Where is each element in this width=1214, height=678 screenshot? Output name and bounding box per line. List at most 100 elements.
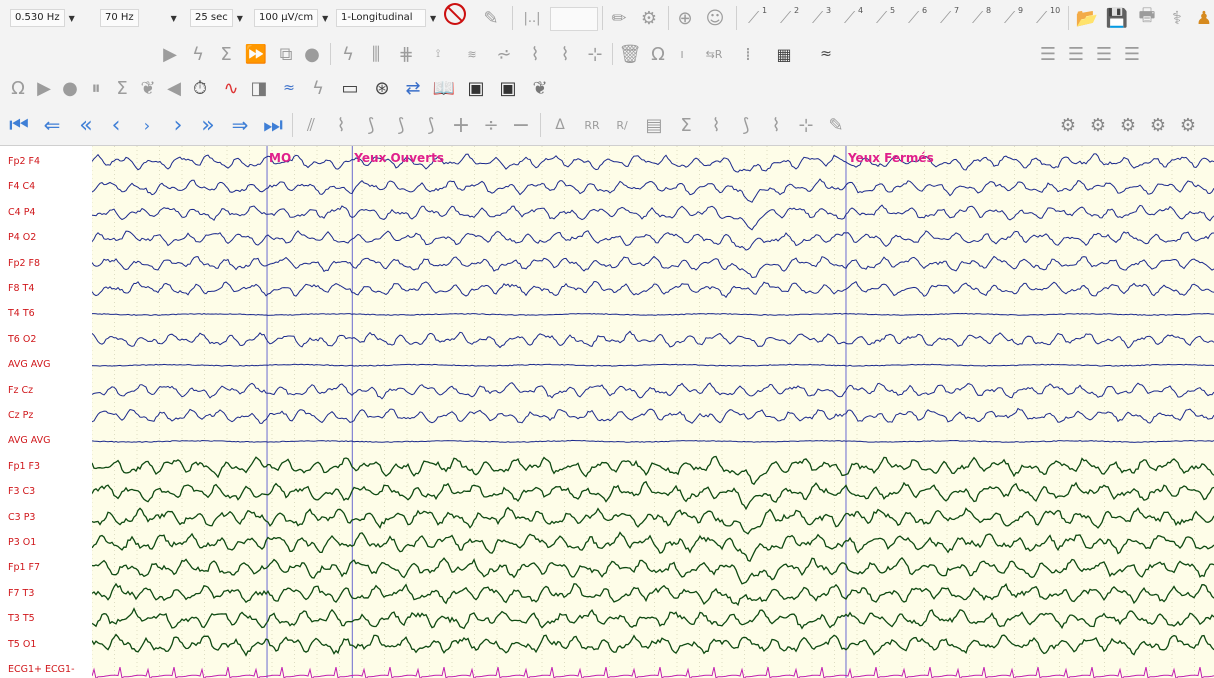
ohm-icon[interactable]: Ω [651,43,665,65]
signal-icon[interactable]: ∿ [223,77,239,99]
align-center-icon[interactable]: ☰ [1067,43,1085,65]
waveform-1-icon[interactable]: ⌇ [336,114,346,136]
burst-icon[interactable]: ⋕ [398,43,414,65]
delta-icon[interactable]: Δ [555,117,565,133]
waveform-3-icon[interactable]: ⟆ [397,114,405,136]
fp-compare-icon[interactable]: ⇄ [405,77,421,99]
sensitivity-select[interactable]: 100 µV/cm ▼ [254,8,328,28]
annotation-label[interactable]: Yeux Fermés [847,151,934,165]
forward-jump-icon[interactable]: ⇒ [231,113,249,137]
waveform-2-icon[interactable]: ⟆ [367,114,375,136]
head-icon[interactable]: ☺ [705,7,725,29]
montage-3-icon[interactable]: ⚙ [1119,114,1137,136]
edit-doc-icon[interactable]: ✎ [483,7,499,29]
rr-icon[interactable]: RR [584,118,600,132]
xray-2-icon[interactable]: ▣ [499,77,517,99]
slow-play-icon[interactable]: › [143,115,151,135]
grid-table-icon[interactable]: ▦ [776,44,792,64]
report-icon[interactable]: ▤ [645,114,663,136]
book-icon[interactable]: 📖 [432,77,456,99]
record-icon[interactable]: ● [304,43,320,65]
timebase-select[interactable]: 25 sec ▼ [190,8,243,28]
pencil-icon[interactable]: ✏ [611,7,627,29]
minus-icon[interactable]: − [511,112,531,138]
timer-icon[interactable]: ⏱ [192,77,208,99]
record-icon[interactable]: ● [62,77,78,99]
page-button-1[interactable]: ⟋ 1 [744,4,776,32]
brain-icon[interactable]: ❦ [140,77,156,99]
tools-icon[interactable]: ⚙ [640,7,658,29]
fp-wave-icon[interactable]: ≈ [283,80,295,96]
electrode-icon[interactable]: ⊕ [677,7,693,29]
plus-icon[interactable]: + [451,112,471,138]
sum-icon[interactable]: Σ [680,114,692,136]
play-icon[interactable]: ▶ [163,43,177,65]
pause-icon[interactable]: ⏸ [91,77,101,99]
trash-icon[interactable]: 🗑 [618,43,642,65]
annotation-label[interactable]: MO [269,151,292,165]
blank-field[interactable] [550,7,598,31]
fast-back-icon[interactable]: « [79,112,93,138]
montage-5-icon[interactable]: ⚙ [1179,114,1197,136]
annotation-label[interactable]: Yeux Ouverts [354,151,444,165]
amplifier-icon[interactable]: ▭ [341,77,359,99]
last-page-icon[interactable]: ⏭ [263,112,283,138]
waveform-7-icon[interactable]: ⌇ [771,114,781,136]
montage-4-icon[interactable]: ⚙ [1149,114,1167,136]
wave-measure-icon[interactable]: ≋ [467,47,477,61]
marker-red-icon[interactable]: ⁞ [745,43,751,65]
montage-1-icon[interactable]: ⚙ [1059,114,1077,136]
page-button-5[interactable]: ⟋ 5 [872,4,904,32]
page-button-10[interactable]: ⟋ 10 [1032,4,1064,32]
page-button-8[interactable]: ⟋ 8 [968,4,1000,32]
marker-icon[interactable]: |..| [523,10,541,26]
pulse-2-icon[interactable]: ⌇ [560,43,570,65]
device-icon[interactable]: ◨ [250,77,268,99]
page-button-3[interactable]: ⟋ 3 [808,4,840,32]
align-left-icon[interactable]: ☰ [1039,43,1057,65]
page-button-2[interactable]: ⟋ 2 [776,4,808,32]
fraction-icon[interactable]: ÷ [483,114,499,136]
vertical-marker-icon[interactable]: ⫽ [306,114,316,136]
r-ratio-icon[interactable]: R/ [616,118,628,132]
page-button-9[interactable]: ⟋ 9 [1000,4,1032,32]
waveform-5-icon[interactable]: ⌇ [711,114,721,136]
back-jump-icon[interactable]: ⇐ [43,113,61,137]
ohm-icon[interactable]: Ω [11,77,25,99]
first-page-icon[interactable]: ⏮ [9,112,29,138]
eeg-trace-area[interactable]: MO Yeux Ouverts Yeux Fermés [92,146,1214,678]
justify-icon[interactable]: ☰ [1123,43,1141,65]
page-button-6[interactable]: ⟋ 6 [904,4,936,32]
xray-icon[interactable]: ▣ [467,77,485,99]
spikes-icon[interactable]: ⫼ [371,43,381,65]
pulse-3-icon[interactable]: ⊹ [587,43,603,65]
save-icon[interactable]: 💾 [1105,7,1129,29]
lightning-icon[interactable]: ϟ [192,43,204,65]
artifact-icon[interactable]: ⩫ [496,43,512,65]
align-right-icon[interactable]: ☰ [1095,43,1113,65]
highfilter-select[interactable]: 70 Hz ▼ [100,8,177,28]
print-icon[interactable]: 🖶 [1138,5,1156,26]
electrode-grid-icon[interactable]: ⊛ [374,77,390,99]
waveform-8-icon[interactable]: ⊹ [798,114,814,136]
swap-icon[interactable]: ⇆R [705,47,723,61]
no-entry-icon[interactable]: 🛇 [442,0,468,29]
waveform-icon[interactable]: ≈ [820,46,832,62]
copy-icon[interactable]: ⧉ [279,43,293,65]
previous-icon[interactable]: ‹ [111,112,121,138]
fast-forward-icon[interactable]: » [201,112,215,138]
brain-2-icon[interactable]: ❦ [532,77,548,99]
page-button-7[interactable]: ⟋ 7 [936,4,968,32]
montage-2-icon[interactable]: ⚙ [1089,114,1107,136]
edit-icon[interactable]: ✎ [828,114,844,136]
thermometer-icon[interactable]: ı [680,47,684,61]
spike-icon[interactable]: ϟ [312,77,324,99]
page-button-4[interactable]: ⟋ 4 [840,4,872,32]
spike-icon[interactable]: ϟ [342,43,354,65]
amplitude-icon[interactable]: ⟟ [435,47,441,60]
user-icon[interactable]: ♟ [1195,7,1213,29]
waveform-6-icon[interactable]: ⟆ [742,114,750,136]
montage-select[interactable]: 1-Longitudinal ▼ [336,8,436,28]
lowfilter-select[interactable]: 0.530 Hz ▼ [10,8,75,28]
play-icon[interactable]: ▶ [37,77,51,99]
